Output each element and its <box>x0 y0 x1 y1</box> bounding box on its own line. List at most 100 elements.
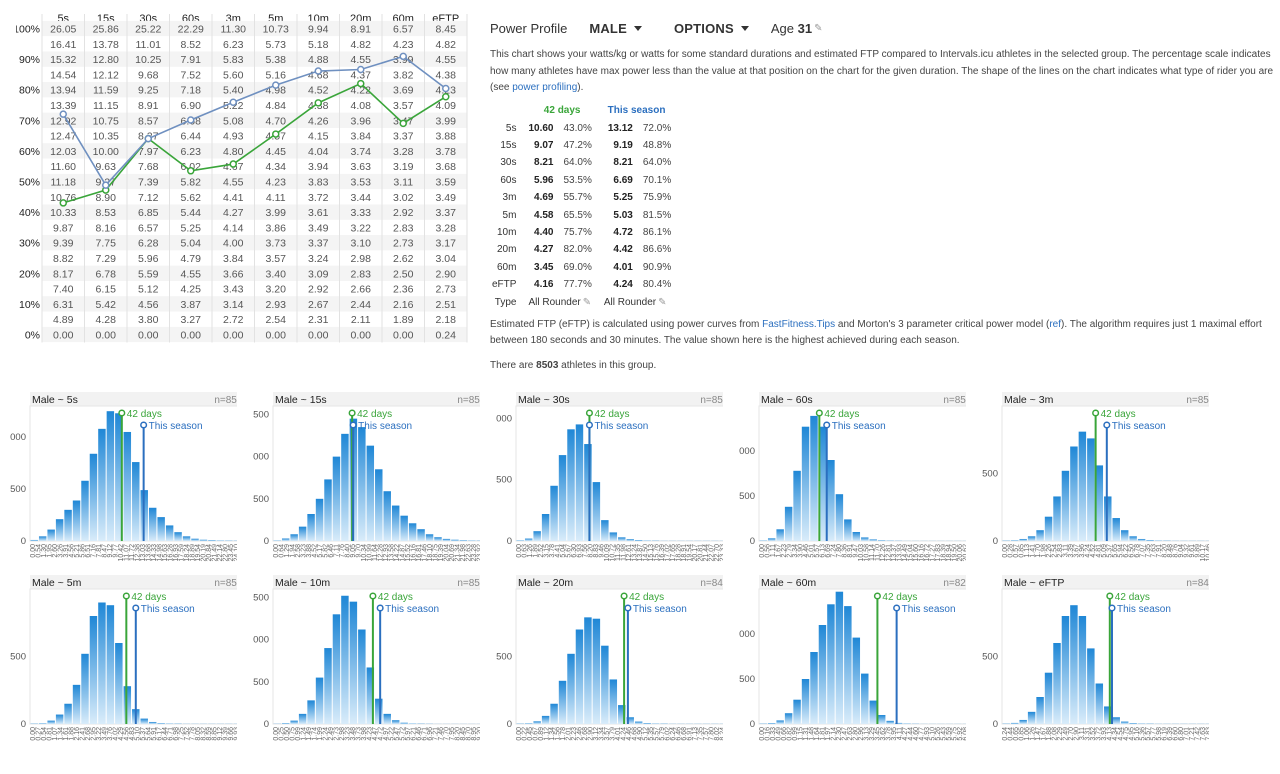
histogram-bar[interactable] <box>894 722 903 724</box>
histogram-bar[interactable] <box>324 648 332 724</box>
histogram-bar[interactable] <box>1044 672 1053 724</box>
histogram-bar[interactable] <box>767 723 776 724</box>
histogram-bar[interactable] <box>64 509 72 541</box>
histogram-bar[interactable] <box>106 605 115 724</box>
histogram-bar[interactable] <box>584 617 592 724</box>
histogram-bar[interactable] <box>584 444 592 541</box>
season-marker-dot[interactable] <box>585 421 594 429</box>
histogram-bar[interactable] <box>1120 530 1129 541</box>
histogram-bar[interactable] <box>634 721 643 724</box>
histogram-bar[interactable] <box>208 540 216 541</box>
histogram-bar[interactable] <box>801 426 810 541</box>
histogram-bar[interactable] <box>626 717 634 724</box>
histogram-bar[interactable] <box>575 629 584 725</box>
histogram-bar[interactable] <box>844 606 852 724</box>
histogram-bar[interactable] <box>106 411 115 541</box>
histogram-bar[interactable] <box>140 718 148 724</box>
histogram-bar[interactable] <box>592 482 601 541</box>
histogram-bar[interactable] <box>375 469 383 541</box>
histogram-bar[interactable] <box>332 456 341 541</box>
histogram-bar[interactable] <box>199 539 208 541</box>
histogram-bar[interactable] <box>818 625 827 724</box>
histogram-bar[interactable] <box>290 534 298 541</box>
histogram-bar[interactable] <box>324 479 332 541</box>
histogram-bar[interactable] <box>1061 616 1070 724</box>
histogram-bar[interactable] <box>643 723 651 724</box>
histogram-bar[interactable] <box>877 715 886 724</box>
histogram-bar[interactable] <box>835 494 844 541</box>
histogram-bar[interactable] <box>1061 470 1070 541</box>
season-marker-dot[interactable] <box>1106 592 1114 600</box>
age-field[interactable]: Age 31 ✎ <box>771 21 823 36</box>
histogram-bar[interactable] <box>869 539 877 541</box>
histogram-bar[interactable] <box>1078 431 1087 541</box>
profile-point[interactable] <box>442 84 450 93</box>
profile-point[interactable] <box>229 160 237 168</box>
histogram-bar[interactable] <box>72 684 81 724</box>
power-profiling-link[interactable]: power profiling <box>512 82 578 93</box>
histogram-bar[interactable] <box>1027 536 1036 541</box>
histogram-bar[interactable] <box>451 539 459 541</box>
histogram-bar[interactable] <box>1129 536 1137 541</box>
histogram-bar[interactable] <box>1087 438 1095 541</box>
histogram-bar[interactable] <box>810 652 818 724</box>
histogram-bar[interactable] <box>341 433 349 541</box>
histogram-bar[interactable] <box>165 525 174 541</box>
season-marker-dot[interactable] <box>815 409 823 417</box>
histogram-bar[interactable] <box>148 507 157 541</box>
histogram-bar[interactable] <box>869 700 877 724</box>
season-marker-dot[interactable] <box>823 421 831 429</box>
histogram-bar[interactable] <box>315 498 324 541</box>
histogram-bar[interactable] <box>72 500 81 542</box>
histogram-bar[interactable] <box>281 538 290 541</box>
histogram-bar[interactable] <box>1095 683 1104 725</box>
histogram-bar[interactable] <box>341 595 349 724</box>
season-marker-dot[interactable] <box>1108 604 1116 612</box>
histogram-bar[interactable] <box>383 491 391 541</box>
histogram-bar[interactable] <box>315 677 324 724</box>
options-dropdown[interactable]: OPTIONS <box>674 21 749 36</box>
histogram-bar[interactable] <box>30 539 38 541</box>
histogram-bar[interactable] <box>468 540 476 541</box>
histogram-bar[interactable] <box>601 520 609 541</box>
profile-point[interactable] <box>102 181 110 189</box>
histogram-bar[interactable] <box>98 602 106 725</box>
histogram-bar[interactable] <box>1010 722 1019 724</box>
histogram-bar[interactable] <box>1019 538 1027 541</box>
gender-dropdown[interactable]: MALE <box>589 21 642 36</box>
histogram-bar[interactable] <box>1010 540 1019 541</box>
histogram-bar[interactable] <box>626 539 634 541</box>
histogram-bar[interactable] <box>567 653 575 724</box>
histogram-bar[interactable] <box>38 723 47 724</box>
histogram-bar[interactable] <box>123 431 132 541</box>
histogram-bar[interactable] <box>1070 446 1078 542</box>
histogram-bar[interactable] <box>877 540 886 541</box>
season-marker-dot[interactable] <box>893 604 901 612</box>
season-marker-dot[interactable] <box>376 604 384 612</box>
histogram-bar[interactable] <box>1027 711 1036 724</box>
histogram-bar[interactable] <box>38 536 47 541</box>
histogram-bar[interactable] <box>290 720 298 724</box>
histogram-bar[interactable] <box>375 698 383 724</box>
histogram-bar[interactable] <box>810 415 818 541</box>
histogram-bar[interactable] <box>157 517 165 541</box>
histogram-bar[interactable] <box>89 616 98 724</box>
histogram-bar[interactable] <box>55 714 64 724</box>
histogram-bar[interactable] <box>298 526 307 541</box>
histogram-bar[interactable] <box>132 462 140 541</box>
histogram-bar[interactable] <box>861 537 869 541</box>
season-marker-dot[interactable] <box>369 592 377 600</box>
histogram-bar[interactable] <box>1070 605 1078 724</box>
season-marker-dot[interactable] <box>118 409 126 417</box>
histogram-bar[interactable] <box>634 540 643 541</box>
histogram-bar[interactable] <box>524 538 533 541</box>
histogram-bar[interactable] <box>148 721 157 724</box>
profile-point[interactable] <box>272 130 280 138</box>
season-marker-dot[interactable] <box>348 409 356 417</box>
histogram-bar[interactable] <box>98 428 106 541</box>
histogram-bar[interactable] <box>861 673 869 724</box>
profile-point[interactable] <box>59 110 67 118</box>
histogram-bar[interactable] <box>558 680 567 724</box>
histogram-bar[interactable] <box>332 614 341 724</box>
histogram-bar[interactable] <box>358 629 366 725</box>
